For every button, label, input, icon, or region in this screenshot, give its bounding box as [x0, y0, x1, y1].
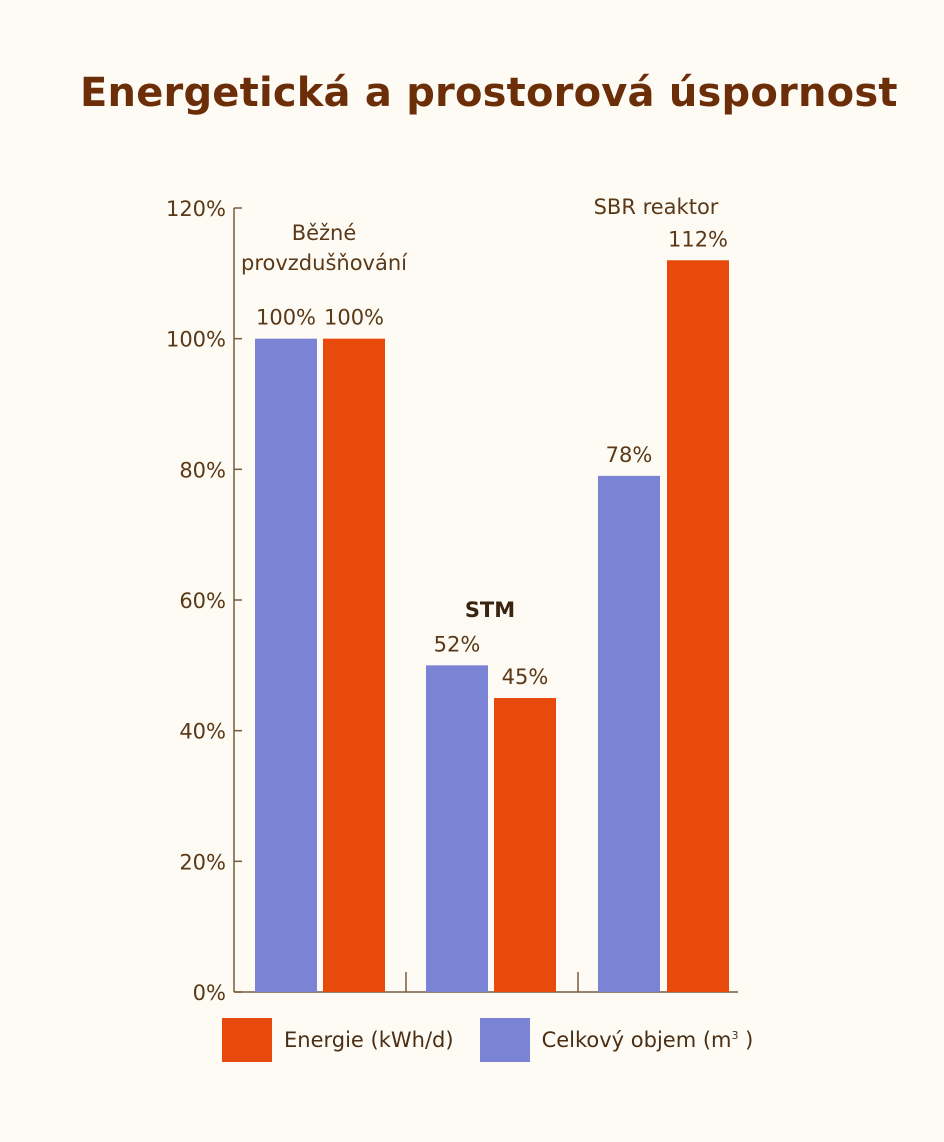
y-tick-label: 20% [179, 850, 226, 874]
legend-swatch-energy [222, 1018, 272, 1062]
data-label: 112% [668, 227, 728, 251]
data-label: 100% [256, 306, 316, 330]
bar-energy-2 [494, 698, 556, 992]
bar-volume-2 [426, 665, 488, 992]
data-label: 52% [434, 632, 481, 656]
legend-label-volume: Celkový objem (m3 ) [541, 1028, 754, 1052]
legend-item-energy: Energie (kWh/d) [222, 1018, 454, 1062]
y-tick-label: 100% [166, 328, 226, 352]
category-label: SBR reaktor [594, 195, 719, 219]
legend-swatch-volume [479, 1018, 530, 1062]
bar-energy-3 [667, 260, 729, 992]
legend-item-volume: Celkový objem (m3 ) [479, 1018, 754, 1062]
y-tick-label: 60% [179, 589, 226, 613]
category-label: STM [465, 598, 515, 622]
y-tick-label: 120% [166, 197, 226, 221]
y-tick-label: 40% [179, 720, 226, 744]
bar-volume-3 [598, 475, 660, 992]
category-label: Běžné [292, 221, 357, 245]
bar-volume-1 [255, 338, 317, 993]
y-tick-label: 0% [193, 981, 226, 1005]
data-label: 45% [502, 665, 549, 689]
category-label: provzdušňování [241, 251, 408, 275]
y-tick-label: 80% [179, 458, 226, 482]
chart-title: Energetická a prostorová úspornost [80, 70, 898, 116]
legend: Energie (kWh/d) Celkový objem (m3 ) [222, 1018, 779, 1062]
legend-label-energy: Energie (kWh/d) [284, 1028, 454, 1052]
bar-energy-1 [323, 338, 385, 993]
bar-chart: 0% 20% 40% 60% 80% 100% 120% 100% 52% 78% 100% 45% 1… [166, 195, 738, 1005]
data-label: 100% [324, 306, 384, 330]
data-label: 78% [606, 443, 653, 467]
